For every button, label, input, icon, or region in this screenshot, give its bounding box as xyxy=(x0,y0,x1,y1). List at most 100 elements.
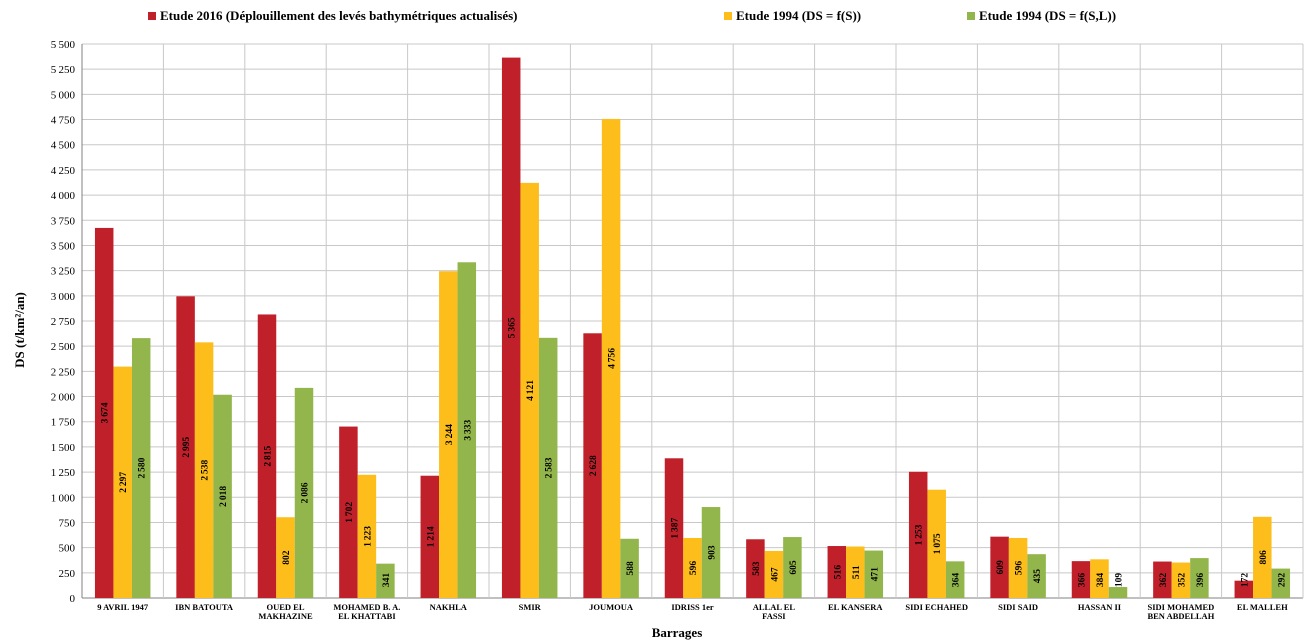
bar-0-1 xyxy=(176,296,195,598)
bar-2-14 xyxy=(1271,568,1291,598)
data-label-2-4: 3 333 xyxy=(463,419,473,440)
bar-2-1 xyxy=(213,394,232,598)
data-label-1-9: 511 xyxy=(852,565,862,579)
y-tick-label: 250 xyxy=(59,568,76,580)
y-tick-label: 3 750 xyxy=(51,215,76,227)
data-label-0-6: 2 628 xyxy=(589,455,599,476)
x-axis-title: Barrages xyxy=(652,625,703,640)
y-tick-label: 1 750 xyxy=(51,417,76,429)
x-category-label: NAKHLA xyxy=(430,602,468,612)
bar-0-7 xyxy=(664,458,684,598)
data-label-2-10: 364 xyxy=(952,573,962,588)
data-label-0-2: 2 815 xyxy=(264,446,274,467)
data-label-0-13: 362 xyxy=(1159,573,1169,588)
bar-1-13 xyxy=(1171,562,1191,598)
bar-0-8 xyxy=(746,539,765,598)
y-tick-label: 4 250 xyxy=(51,165,76,177)
bar-2-2 xyxy=(294,387,314,598)
bar-1-9 xyxy=(846,546,865,598)
data-label-1-1: 2 538 xyxy=(201,459,211,480)
bar-2-5 xyxy=(538,337,558,598)
data-label-2-12: 109 xyxy=(1115,573,1125,588)
y-tick-label: 4 750 xyxy=(51,115,76,127)
data-label-2-14: 292 xyxy=(1277,573,1287,588)
x-category-label: MOHAMED B. A. EL KHATTABI xyxy=(333,602,400,621)
y-tick-label: 500 xyxy=(59,543,76,555)
bar-0-6 xyxy=(583,333,602,598)
bar-2-9 xyxy=(864,550,884,598)
bar-1-4 xyxy=(439,271,458,598)
bar-0-9 xyxy=(827,546,847,598)
data-label-1-6: 4 756 xyxy=(608,348,618,369)
bar-0-2 xyxy=(257,314,277,598)
bar-1-12 xyxy=(1090,559,1109,598)
x-category-label: SIDI MOHAMED BEN ABDELLAH xyxy=(1147,602,1214,621)
bar-1-7 xyxy=(683,537,702,598)
x-category-label: SIDI ECHAHED xyxy=(905,602,968,612)
data-label-1-4: 3 244 xyxy=(445,424,455,445)
data-label-0-0: 3 674 xyxy=(101,402,111,423)
data-label-2-5: 2 583 xyxy=(545,457,555,478)
x-category-label: OUED EL MAKHAZINE xyxy=(258,602,313,621)
y-tick-label: 2 000 xyxy=(51,392,76,404)
legend-swatch-1 xyxy=(724,12,732,20)
bar-2-7 xyxy=(701,507,721,598)
y-tick-label: 1 000 xyxy=(51,492,76,504)
bar-2-6 xyxy=(620,538,639,598)
legend-label-2: Etude 1994 (DS = f(S,L)) xyxy=(979,8,1116,23)
bar-0-0 xyxy=(94,227,114,599)
x-category-label: EL KANSERA xyxy=(828,602,883,612)
y-tick-label: 1 250 xyxy=(51,467,76,479)
x-category-label: SMIR xyxy=(519,602,542,612)
x-category-label: EL MALLEH xyxy=(1237,602,1288,612)
data-label-0-10: 1 253 xyxy=(915,524,925,545)
data-label-0-7: 1 387 xyxy=(671,517,681,538)
bar-0-5 xyxy=(501,57,521,598)
y-axis-title: DS (t/km²/an) xyxy=(12,292,27,368)
bar-2-13 xyxy=(1190,558,1209,598)
data-label-0-4: 1 214 xyxy=(426,526,436,547)
x-category-label: JOUMOUA xyxy=(589,602,634,612)
data-label-1-3: 1 223 xyxy=(363,526,373,547)
data-label-1-5: 4 121 xyxy=(526,380,536,401)
data-label-2-6: 588 xyxy=(626,561,636,576)
bar-1-11 xyxy=(1008,537,1028,598)
x-axis-categories: 9 AVRIL 1947 IBN BATOUTA OUED EL MAKHAZINE M… xyxy=(97,602,1288,621)
bar-2-10 xyxy=(945,561,965,598)
data-label-2-11: 435 xyxy=(1033,569,1043,584)
data-label-1-13: 352 xyxy=(1177,573,1187,588)
legend-swatch-0 xyxy=(148,12,156,20)
bar-0-14 xyxy=(1234,580,1254,598)
data-label-1-8: 467 xyxy=(770,567,780,582)
data-label-0-5: 5 365 xyxy=(508,317,518,338)
bar-2-12 xyxy=(1108,587,1128,598)
data-label-0-1: 2 995 xyxy=(182,436,192,457)
bar-1-3 xyxy=(357,474,377,598)
x-category-label: IBN BATOUTA xyxy=(175,602,234,612)
y-tick-label: 5 500 xyxy=(51,39,76,51)
x-category-label: HASSAN II xyxy=(1078,602,1122,612)
x-category-label: 9 AVRIL 1947 xyxy=(97,602,149,612)
y-tick-label: 3 000 xyxy=(51,291,76,303)
bar-0-4 xyxy=(420,475,440,598)
bar-1-14 xyxy=(1253,516,1272,598)
y-axis-ticks: 0 250 500 750 1 000 1 250 1 500 1 750 2 000 2 250… xyxy=(51,39,76,605)
data-labels: 3 674 2 297 2 580 2 995 2 538 2 018 2 815 802 2 … xyxy=(101,317,1288,587)
bar-2-8 xyxy=(783,537,802,598)
x-category-label: SIDI SAID xyxy=(998,602,1038,612)
bar-2-0 xyxy=(131,338,151,598)
data-label-2-3: 341 xyxy=(382,573,392,588)
data-label-2-1: 2 018 xyxy=(219,486,229,507)
bar-0-3 xyxy=(339,426,358,598)
y-tick-label: 0 xyxy=(70,593,76,605)
bar-2-3 xyxy=(376,563,395,598)
bar-0-10 xyxy=(908,471,928,598)
data-label-2-13: 396 xyxy=(1196,573,1206,588)
data-label-0-9: 516 xyxy=(833,565,843,580)
bar-1-10 xyxy=(927,489,946,598)
bar-1-6 xyxy=(601,118,621,598)
data-label-0-8: 583 xyxy=(752,561,762,576)
bar-2-4 xyxy=(457,262,477,598)
data-label-1-10: 1 075 xyxy=(933,533,943,554)
